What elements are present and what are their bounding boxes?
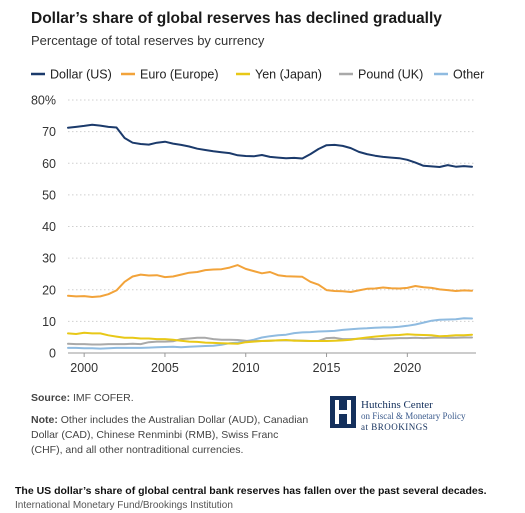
note-label: Note: [31, 414, 58, 426]
logo-line-2: on Fiscal & Monetary Policy [361, 411, 466, 421]
line-chart: Dollar (US) Euro (Europe) Yen (Japan) Pound… [31, 68, 484, 376]
legend-label: Euro (Europe) [140, 68, 219, 82]
series-lines [67, 123, 473, 350]
x-axis-ticks: 2000 2005 2010 2015 2020 [70, 353, 421, 375]
x-tick-label: 2010 [232, 361, 260, 375]
gridlines [68, 99, 476, 354]
legend-label: Other [453, 68, 484, 82]
y-tick-label: 20 [42, 283, 56, 297]
legend-label: Dollar (US) [50, 68, 112, 82]
y-tick-label: 0 [49, 347, 56, 361]
legend-label: Pound (UK) [358, 68, 423, 82]
logo-line-3: at BROOKINGS [361, 422, 429, 432]
image-credit: International Monetary Fund/Brookings In… [15, 500, 233, 511]
x-tick-label: 2000 [70, 361, 98, 375]
note-text: Other includes the Australian Dollar (AU… [31, 414, 309, 456]
chart-subtitle: Percentage of total reserves by currency [31, 33, 265, 48]
logo-line-1: Hutchins Center [361, 399, 433, 411]
series-line-other [67, 317, 473, 350]
source-label: Source: [31, 392, 71, 404]
source-text: IMF COFER. [73, 392, 134, 404]
hutchins-logo-text: Hutchins Center on Fiscal & Monetary Pol… [361, 399, 466, 433]
y-tick-label: 60 [42, 157, 56, 171]
chart-title: Dollar’s share of global reserves has de… [31, 10, 442, 27]
chart-note: Note: Other includes the Australian Doll… [31, 413, 311, 458]
y-axis-ticks: 0 10 20 30 40 50 60 70 80% [31, 94, 56, 361]
source-note: Source: IMF COFER. [31, 392, 134, 404]
y-tick-label: 40 [42, 220, 56, 234]
y-tick-label: 70 [42, 125, 56, 139]
series-line-dollar-us [67, 123, 473, 168]
legend: Dollar (US) Euro (Europe) Yen (Japan) Pound… [31, 68, 484, 82]
x-tick-label: 2020 [393, 361, 421, 375]
legend-label: Yen (Japan) [255, 68, 322, 82]
x-tick-label: 2015 [313, 361, 341, 375]
series-line-euro-europe [67, 264, 473, 298]
series-line-yen-japan [67, 331, 473, 345]
y-tick-label: 80% [31, 94, 56, 108]
y-tick-label: 50 [42, 188, 56, 202]
y-tick-label: 30 [42, 252, 56, 266]
y-tick-label: 10 [42, 315, 56, 329]
hutchins-logo-icon [330, 396, 356, 428]
x-tick-label: 2005 [151, 361, 179, 375]
image-caption: The US dollar’s share of global central … [15, 485, 487, 497]
